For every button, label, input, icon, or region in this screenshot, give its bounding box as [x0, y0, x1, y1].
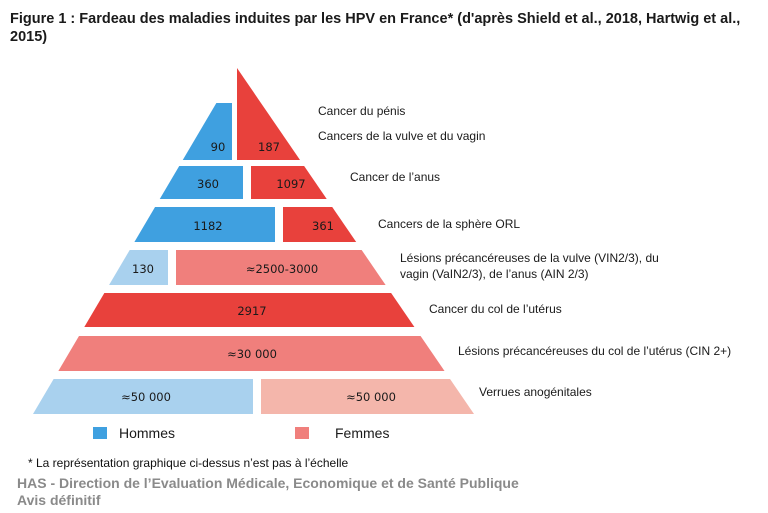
label-lesions-vin-line-1: Lésions précancéreuses de la vulve (VIN2…: [400, 251, 659, 265]
bar-femmes-anus: [251, 166, 327, 199]
value-femmes-cin: ≈30 000: [227, 347, 277, 361]
value-femmes-anus: 1097: [276, 177, 305, 191]
bar-femmes-verrues: [261, 379, 474, 414]
figure-title: Figure 1 : Fardeau des maladies induites…: [10, 11, 741, 45]
bar-hommes-verrues: [33, 379, 253, 414]
pyramid-chart: 90 187 360 1097 1182 361 130 ≈2500-3000 2917 ≈30 …: [33, 68, 731, 441]
legend-label-hommes: Hommes: [119, 425, 175, 441]
source-credit: HAS - Direction de l’Evaluation Médicale…: [17, 475, 519, 509]
legend-swatch-femmes: [295, 427, 309, 439]
label-orl: Cancers de la sphère ORL: [378, 217, 520, 231]
label-lesions-cin: Lésions précancéreuses du col de l’utéru…: [458, 344, 731, 358]
footnote: * La représentation graphique ci-dessus …: [28, 456, 349, 470]
label-verrues: Verrues anogénitales: [479, 385, 592, 399]
bar-hommes-anus: [159, 166, 243, 199]
bar-femmes-lesions-vin: [176, 250, 386, 285]
bar-hommes-vulve-vagin: [182, 103, 232, 160]
value-femmes-vulve-vagin: 187: [258, 140, 280, 154]
label-anus: Cancer de l’anus: [350, 170, 440, 184]
bar-femmes-cin: [58, 336, 445, 371]
legend-label-femmes: Femmes: [335, 425, 389, 441]
value-hommes-lesions-vin: 130: [132, 262, 154, 276]
value-femmes-col: 2917: [237, 304, 266, 318]
bar-femmes-col: [84, 293, 415, 327]
bar-femmes-orl: [283, 207, 357, 242]
value-femmes-lesions-vin: ≈2500-3000: [246, 262, 318, 276]
bar-hommes-lesions-vin: [109, 250, 168, 285]
source-line-2: Avis définitif: [17, 492, 101, 508]
value-hommes-vulve-vagin: 90: [211, 140, 226, 154]
label-col-uterus: Cancer du col de l’utérus: [429, 302, 562, 316]
value-femmes-verrues: ≈50 000: [346, 390, 396, 404]
source-line-1: HAS - Direction de l’Evaluation Médicale…: [17, 475, 519, 491]
bar-hommes-orl: [134, 207, 275, 242]
value-hommes-orl: 1182: [193, 219, 222, 233]
value-hommes-anus: 360: [197, 177, 219, 191]
bar-femmes-vulve-vagin: [237, 68, 301, 160]
label-lesions-vin-line-2: vagin (VaIN2/3), de l’anus (AIN 2/3): [400, 267, 589, 281]
value-hommes-verrues: ≈50 000: [121, 390, 171, 404]
label-cancer-penis: Cancer du pénis: [318, 104, 405, 118]
label-vulve-vagin: Cancers de la vulve et du vagin: [318, 129, 485, 143]
value-femmes-orl: 361: [312, 219, 334, 233]
legend-swatch-hommes: [93, 427, 107, 439]
